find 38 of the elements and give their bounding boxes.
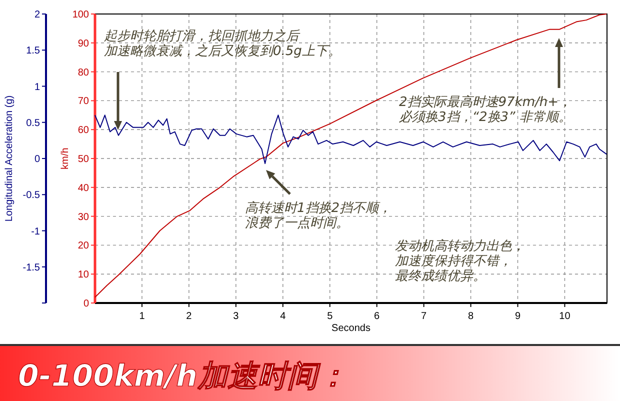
annotation: 起步时轮胎打滑，找回抓地力之后加速略微衰减，之后又恢复到0.5g上下。	[104, 29, 341, 59]
y-tick-label: 20	[78, 240, 90, 252]
annotation: 高转速时1挡换2挡不顺，浪费了一点时间。	[245, 200, 392, 231]
y2-tick-label: 0.5	[26, 118, 40, 129]
y-tick-label: 60	[78, 125, 90, 136]
y-tick-label: 80	[78, 67, 90, 78]
y-tick-label: 100	[72, 10, 90, 20]
x-tick-label: 1	[139, 311, 146, 322]
y-tick-label: 30	[78, 212, 90, 223]
y-tick-label: 0	[83, 298, 90, 310]
x-tick-label: 9	[514, 311, 521, 322]
x-axis-title: Seconds	[332, 323, 370, 334]
line-series	[94, 14, 608, 298]
x-tick-label: 5	[327, 311, 334, 322]
y-tick-label: 90	[78, 38, 90, 50]
x-tick-label: 6	[374, 311, 380, 322]
x-tick-label: 4	[280, 311, 286, 322]
y2-tick-label: -0.5	[22, 190, 40, 202]
y-tick-label: 70	[78, 96, 90, 108]
annotation: 2挡实际最高时速97km/h+，必须换3挡，“2换3” 非常顺。	[399, 94, 572, 125]
y-tick-label: 50	[78, 154, 90, 165]
y-tick-label: 40	[78, 182, 90, 194]
x-tick-label: 10	[559, 311, 571, 322]
x-tick-label: 7	[421, 311, 428, 322]
y2-tick-label: 1.5	[26, 46, 40, 57]
y-tick-label: 10	[78, 270, 90, 281]
x-tick-label: 2	[186, 311, 192, 322]
x-tick-label: 8	[468, 311, 474, 322]
text: 0-100km/h加速时间：	[18, 359, 348, 394]
y2-tick-label: 1	[34, 82, 40, 93]
y2-tick-label: 0	[34, 154, 40, 165]
y2-tick-label: -1.5	[22, 262, 40, 274]
y2-tick-label: 2	[34, 10, 40, 20]
y2-tick-label: -1	[31, 226, 40, 238]
y-axis-title: km/h	[60, 148, 71, 170]
x-tick-label: 3	[233, 311, 240, 322]
annotation: 发动机高转动力出色，加速度保持得不错，最终成绩优异。	[395, 238, 525, 284]
y2-axis-title: Longitudinal Acceleration (g)	[4, 95, 15, 222]
